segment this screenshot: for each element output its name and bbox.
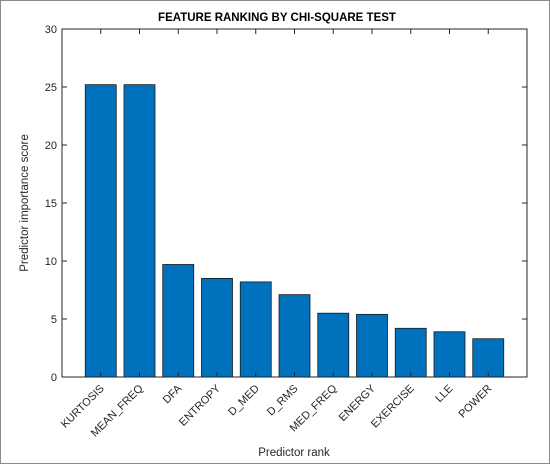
x-tick-label-d-rms: D_RMS: [265, 383, 301, 419]
bar-mean-freq: [123, 84, 156, 378]
bar-d-med: [239, 281, 272, 378]
bar-entropy: [201, 277, 233, 378]
x-tick-label-lle: LLE: [433, 383, 455, 405]
x-tick-label-power: POWER: [456, 383, 494, 421]
y-tick-label: 5: [51, 314, 57, 326]
bar-d-rms: [278, 294, 311, 378]
x-tick-label-dfa: DFA: [161, 382, 185, 406]
x-axis-label: Predictor rank: [258, 447, 330, 459]
bar-kurtosis: [84, 84, 117, 378]
bar-dfa: [162, 264, 195, 378]
bar-exercise: [394, 327, 427, 378]
y-tick-label: 0: [51, 372, 57, 384]
y-tick-label: 30: [45, 24, 57, 36]
x-tick-label-d-med: D_MED: [226, 383, 262, 419]
bars-group: [84, 84, 505, 378]
x-tick-label-entropy: ENTROPY: [177, 382, 224, 429]
y-axis: 0 5 10 15 20 25 30: [45, 24, 527, 384]
bar-lle: [433, 331, 466, 378]
chart-title: FEATURE RANKING BY CHI-SQUARE TEST: [158, 12, 396, 24]
bar-power: [472, 338, 505, 378]
bar-energy: [356, 313, 388, 378]
y-tick-label: 25: [45, 82, 57, 94]
bar-med-freq: [317, 312, 350, 378]
y-tick-label: 15: [45, 198, 57, 210]
y-tick-label: 20: [45, 140, 57, 152]
y-tick-label: 10: [45, 256, 57, 268]
y-axis-label: Predictor importance score: [19, 134, 31, 271]
